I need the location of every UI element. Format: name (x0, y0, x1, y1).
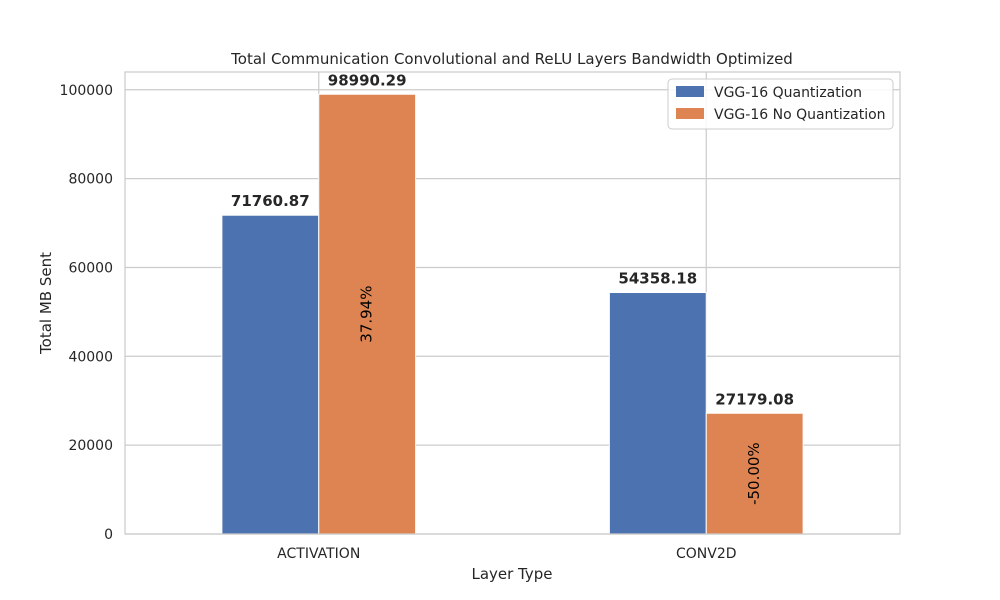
y-tick-label: 60000 (68, 260, 113, 276)
y-tick-label: 20000 (68, 438, 113, 454)
legend-swatch (676, 108, 704, 119)
value-labels: 71760.87 54358.18 98990.29 27179.08 (231, 71, 794, 408)
x-tick-label: CONV2D (676, 546, 737, 562)
y-tick-label: 80000 (68, 172, 113, 188)
x-axis-label: Layer Type (471, 565, 552, 583)
x-axis-ticks: ACTIVATION CONV2D (277, 546, 736, 562)
x-tick-label: ACTIVATION (277, 546, 360, 562)
legend-entry: VGG-16 Quantization (714, 85, 862, 101)
bar (608, 292, 707, 535)
legend-frame (667, 78, 894, 130)
bar (705, 412, 804, 535)
legend-swatch (676, 86, 704, 97)
bars (221, 93, 804, 535)
legend-entry: VGG-16 No Quantization (714, 107, 886, 123)
y-tick-label: 0 (104, 527, 113, 543)
percent-change-label: 37.94% (358, 286, 376, 343)
bar-value-label: 27179.08 (715, 390, 794, 408)
percent-labels: 37.94% -50.00% (358, 286, 764, 505)
y-tick-label: 40000 (68, 349, 113, 365)
bar (221, 214, 320, 535)
bar-value-label: 54358.18 (618, 270, 697, 288)
chart-title: Total Communication Convolutional and Re… (230, 50, 793, 68)
y-axis-label: Total MB Sent (37, 252, 55, 355)
legend: VGG-16 Quantization VGG-16 No Quantizatio… (667, 78, 894, 130)
bar-value-label: 98990.29 (328, 71, 407, 89)
y-axis-ticks: 0 20000 40000 60000 80000 100000 (60, 83, 113, 543)
plot-frame (124, 71, 901, 535)
percent-change-label: -50.00% (745, 442, 763, 505)
y-tick-label: 100000 (60, 83, 113, 99)
bar-value-label: 71760.87 (231, 192, 310, 210)
bar (318, 93, 417, 535)
